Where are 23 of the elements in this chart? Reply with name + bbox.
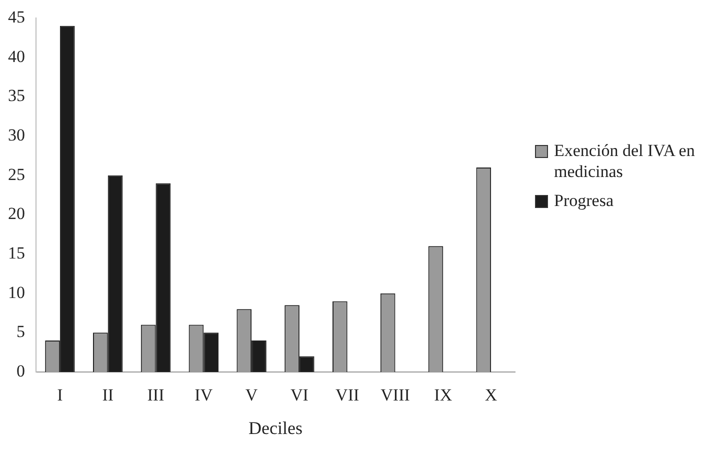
- legend-label: Exención del IVA en medicinas: [554, 140, 696, 182]
- x-tick-label: X: [484, 386, 498, 405]
- x-tick-label: IV: [194, 386, 214, 405]
- x-tick-label: V: [245, 386, 258, 405]
- x-tick-label: II: [102, 386, 114, 405]
- y-tick-label: 25: [8, 164, 25, 184]
- y-tick-label: 30: [8, 125, 25, 144]
- legend-label: Progresa: [554, 190, 614, 211]
- y-tick-label: 5: [16, 322, 25, 342]
- x-tick-label: I: [57, 386, 64, 405]
- x-tick-label: IX: [434, 386, 452, 405]
- y-tick-label: 15: [8, 243, 25, 262]
- x-tick-label: VIII: [380, 386, 410, 405]
- y-tick-label: 10: [8, 282, 25, 302]
- y-tick-label: 35: [8, 86, 25, 106]
- y-tick-label: 20: [8, 204, 25, 224]
- x-axis-title: Deciles: [248, 418, 302, 438]
- x-tick-label: III: [147, 386, 165, 405]
- x-tick-label: VI: [290, 386, 309, 405]
- y-tick-label: 0: [16, 361, 25, 380]
- x-tick-label: VII: [336, 386, 360, 405]
- y-tick-label: 40: [8, 46, 25, 66]
- y-tick-label: 45: [8, 7, 25, 26]
